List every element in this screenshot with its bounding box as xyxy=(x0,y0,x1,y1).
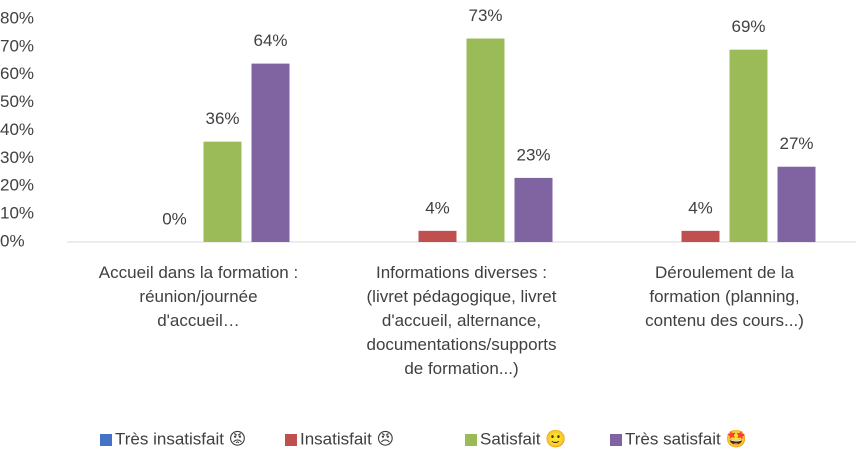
bar xyxy=(466,38,505,243)
legend-swatch xyxy=(610,434,622,446)
y-tick-label: 20% xyxy=(0,176,34,195)
y-tick-label: 10% xyxy=(0,204,34,223)
bar xyxy=(681,230,720,242)
y-tick-label: 70% xyxy=(0,36,34,55)
y-tick-label: 80% xyxy=(0,8,34,27)
bar xyxy=(203,141,242,242)
bar xyxy=(729,49,768,242)
y-tick-label: 40% xyxy=(0,120,34,139)
data-label: 4% xyxy=(425,198,450,217)
data-label: 23% xyxy=(516,145,550,164)
x-tick-label: Informations diverses : (livret pédagogi… xyxy=(366,263,557,378)
data-label: 27% xyxy=(779,134,813,153)
legend-label: Insatisfait 😠 xyxy=(300,429,394,448)
legend-label: Satisfait 🙂 xyxy=(480,429,566,448)
bar xyxy=(418,230,457,242)
data-label: 64% xyxy=(253,31,287,50)
x-tick-label: Accueil dans la formation : réunion/jour… xyxy=(98,263,299,330)
y-tick-label: 30% xyxy=(0,148,34,167)
legend-swatch xyxy=(285,434,297,446)
data-label: 73% xyxy=(468,6,502,25)
y-tick-label: 50% xyxy=(0,92,34,111)
legend-label: Très insatisfait 😡 xyxy=(115,429,246,448)
bar xyxy=(251,63,290,242)
legend-swatch xyxy=(465,434,477,446)
y-tick-label: 0% xyxy=(0,231,25,250)
bar xyxy=(777,166,816,242)
y-tick-label: 60% xyxy=(0,64,34,83)
legend-label: Très satisfait 🤩 xyxy=(625,429,747,448)
data-label: 0% xyxy=(162,209,187,228)
x-tick-label: Déroulement de la formation (planning, c… xyxy=(645,263,804,330)
data-label: 36% xyxy=(205,109,239,128)
bar xyxy=(514,177,553,242)
data-label: 4% xyxy=(688,198,713,217)
legend-swatch xyxy=(100,434,112,446)
data-label: 69% xyxy=(731,17,765,36)
